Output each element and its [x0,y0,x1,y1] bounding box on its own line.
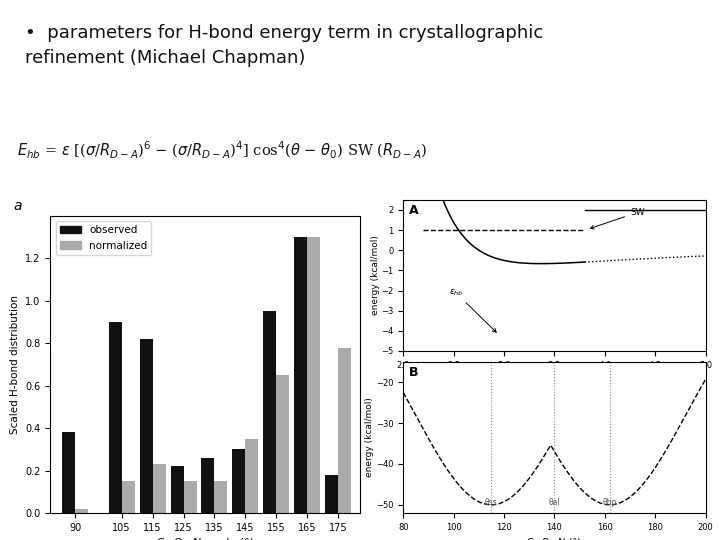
Bar [276,375,289,513]
Bar [233,449,246,513]
X-axis label: R (D...A) (Å): R (D...A) (Å) [526,375,583,387]
Text: θss: θss [485,498,498,507]
Bar [122,481,135,513]
Bar [62,433,75,513]
Legend: observed, normalized: observed, normalized [55,221,151,255]
Bar [153,464,166,513]
Text: $\varepsilon_{hb}$: $\varepsilon_{hb}$ [449,288,496,332]
Y-axis label: energy (kcal/mol): energy (kcal/mol) [366,397,374,477]
Bar [246,438,258,513]
Bar [184,481,197,513]
Text: A: A [409,204,419,217]
Bar [215,481,228,513]
X-axis label: C=O...N (°): C=O...N (°) [528,537,582,540]
Bar [75,509,88,513]
Bar [264,312,276,513]
X-axis label: C=O...N angle (°): C=O...N angle (°) [157,538,253,540]
Y-axis label: energy (kcal/mol): energy (kcal/mol) [371,235,379,315]
Text: •  parameters for H-bond energy term in crystallographic
refinement (Michael Cha: • parameters for H-bond energy term in c… [25,24,544,68]
Text: $E_{hb}$ = $\varepsilon$ [($\sigma$/$R_{D-A}$)$^6$ $-$ ($\sigma$/$R_{D-A}$)$^4$]: $E_{hb}$ = $\varepsilon$ [($\sigma$/$R_{… [17,140,427,161]
Bar [171,467,184,513]
Y-axis label: Scaled H-bond distribution: Scaled H-bond distribution [10,295,19,434]
Text: SW: SW [590,208,644,229]
Bar [307,237,320,513]
Bar [325,475,338,513]
Bar [338,348,351,513]
Bar [140,339,153,513]
Text: θal: θal [549,498,560,507]
Text: a: a [13,199,22,213]
Text: θbp: θbp [603,498,617,507]
Bar [294,237,307,513]
Bar [202,458,215,513]
Bar [109,322,122,513]
Text: B: B [409,366,419,379]
